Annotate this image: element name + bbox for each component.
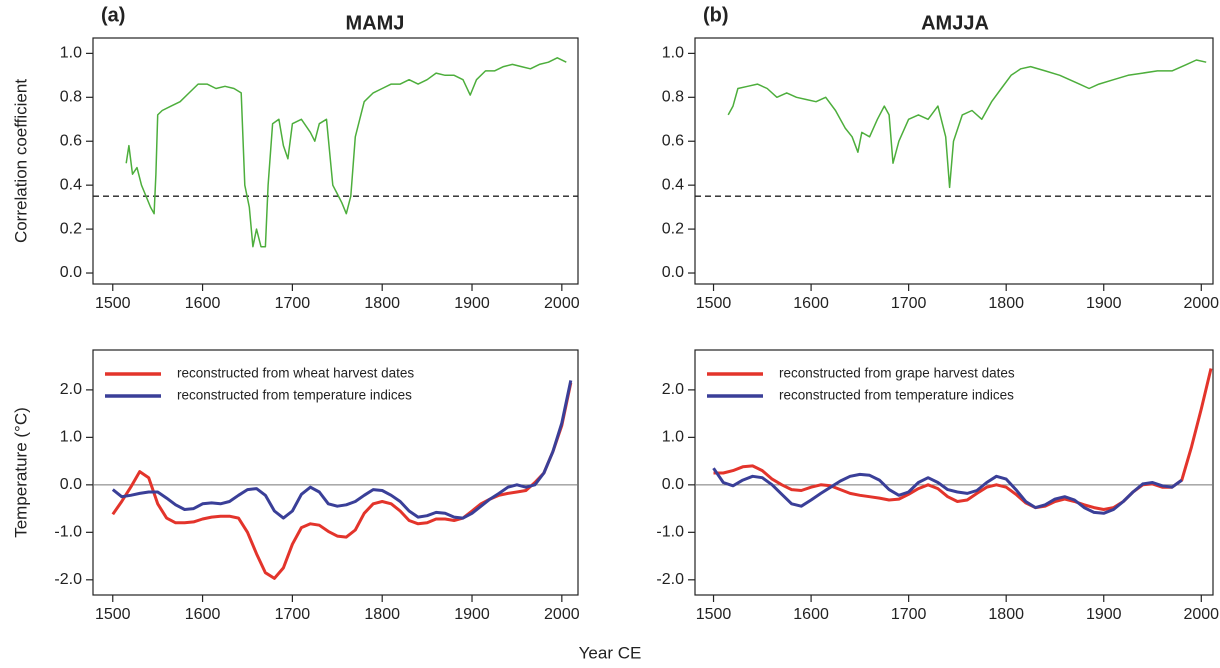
data-line xyxy=(125,57,567,248)
data-line xyxy=(712,467,1183,515)
legend-label: reconstructed from grape harvest dates xyxy=(779,366,1015,381)
x-tick-label: 1700 xyxy=(275,295,311,312)
x-tick-label: 1600 xyxy=(185,606,221,623)
y-tick-label: 0.4 xyxy=(60,176,82,193)
plot-frame xyxy=(694,349,1214,596)
x-tick-label: 1900 xyxy=(454,295,490,312)
data-line xyxy=(111,382,573,580)
x-axis-label: Year CE xyxy=(579,643,642,662)
x-tick-label: 1700 xyxy=(275,606,311,623)
y-tick-label: 0.2 xyxy=(662,220,684,237)
panel-label: (b) xyxy=(703,4,729,26)
x-tick-label: 2000 xyxy=(1183,606,1219,623)
x-tick-label: 1900 xyxy=(454,606,490,623)
legend-label: reconstructed from temperature indices xyxy=(779,388,1014,403)
legend-label: reconstructed from temperature indices xyxy=(177,388,412,403)
x-tick-label: 1900 xyxy=(1086,295,1122,312)
y-tick-label: 0.6 xyxy=(662,132,684,149)
data-line xyxy=(111,380,573,520)
y-tick-label: -2.0 xyxy=(656,571,684,588)
x-tick-label: 1500 xyxy=(696,295,732,312)
plot-frame xyxy=(694,37,1214,285)
x-tick-label: 1500 xyxy=(95,606,131,623)
x-tick-label: 1600 xyxy=(185,295,221,312)
panel-title: AMJJA xyxy=(921,12,989,34)
y-axis-label: Correlation coefficient xyxy=(11,79,30,243)
x-tick-label: 2000 xyxy=(1183,295,1219,312)
y-axis-label: Temperature (°C) xyxy=(11,407,30,538)
y-tick-label: 1.0 xyxy=(662,45,684,62)
legend-label: reconstructed from wheat harvest dates xyxy=(177,366,414,381)
data-line xyxy=(727,59,1207,189)
y-tick-label: 0.8 xyxy=(662,89,684,106)
x-tick-label: 1700 xyxy=(891,606,927,623)
y-tick-label: 0.0 xyxy=(60,476,82,493)
x-tick-label: 1600 xyxy=(793,295,829,312)
x-tick-label: 2000 xyxy=(544,606,580,623)
x-tick-label: 1800 xyxy=(988,606,1024,623)
x-tick-label: 1800 xyxy=(988,295,1024,312)
y-tick-label: 0.4 xyxy=(662,176,684,193)
x-tick-label: 1800 xyxy=(364,295,400,312)
x-tick-label: 1500 xyxy=(95,295,131,312)
y-tick-label: 1.0 xyxy=(60,429,82,446)
x-tick-label: 1500 xyxy=(696,606,732,623)
plot-frame xyxy=(92,37,579,285)
y-tick-label: 0.0 xyxy=(662,476,684,493)
y-tick-label: -2.0 xyxy=(54,571,82,588)
x-tick-label: 1700 xyxy=(891,295,927,312)
x-tick-label: 1900 xyxy=(1086,606,1122,623)
y-tick-label: 1.0 xyxy=(662,429,684,446)
y-tick-label: 2.0 xyxy=(60,381,82,398)
panel-title: MAMJ xyxy=(346,12,405,34)
y-tick-label: 2.0 xyxy=(662,381,684,398)
y-tick-label: -1.0 xyxy=(656,524,684,541)
y-tick-label: 0.0 xyxy=(662,264,684,281)
x-tick-label: 1800 xyxy=(364,606,400,623)
plot-frame xyxy=(92,349,579,596)
x-tick-label: 2000 xyxy=(544,295,580,312)
y-tick-label: 0.6 xyxy=(60,132,82,149)
y-tick-label: -1.0 xyxy=(54,524,82,541)
panel-label: (a) xyxy=(101,4,125,26)
y-tick-label: 0.0 xyxy=(60,264,82,281)
y-tick-label: 0.8 xyxy=(60,89,82,106)
y-tick-label: 1.0 xyxy=(60,45,82,62)
x-tick-label: 1600 xyxy=(793,606,829,623)
y-tick-label: 0.2 xyxy=(60,220,82,237)
